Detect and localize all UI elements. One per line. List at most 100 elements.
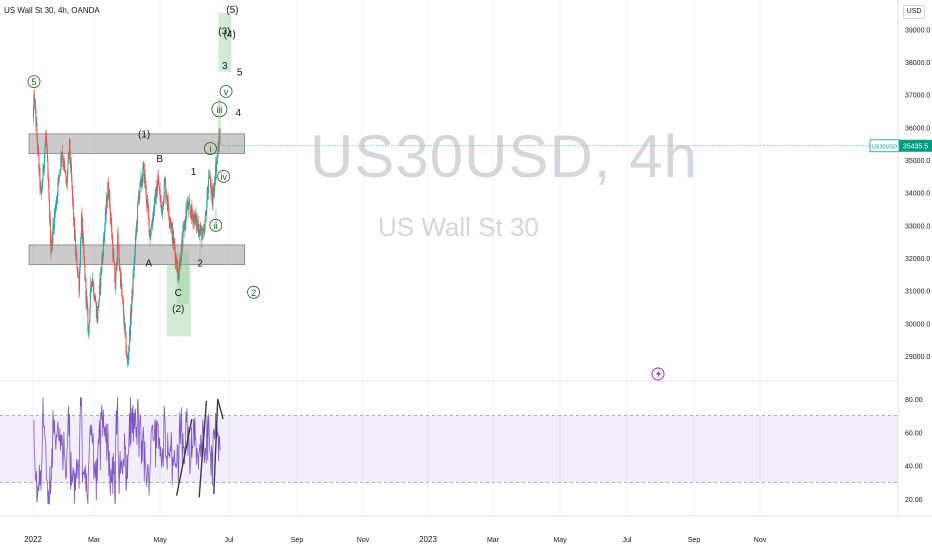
price-axis[interactable]: 29000.0 30000.0 31000.0 32000.0 33000.0 34000… — [897, 0, 932, 550]
candle-body — [80, 214, 82, 239]
candle-body — [79, 264, 81, 272]
candle-body — [176, 264, 178, 272]
candle-body — [52, 225, 54, 243]
green-zone — [218, 12, 232, 72]
candle-body — [197, 223, 199, 234]
candle-body — [39, 186, 41, 189]
candle-body — [160, 201, 162, 206]
price-tick: 39000.0 — [905, 27, 930, 34]
wave-label: iii — [211, 101, 228, 118]
candle-body — [71, 185, 73, 199]
candle-body — [128, 354, 130, 360]
time-tick: Jul — [623, 537, 632, 544]
candle-body — [213, 186, 215, 196]
currency-button[interactable]: USD — [903, 5, 925, 19]
candle-body — [144, 175, 146, 188]
candle-body — [143, 163, 145, 182]
rsi-trendline — [213, 398, 219, 495]
time-axis[interactable]: 2022 Mar May Jul Sep Nov 2023 Mar May Jul Sep Nov — [0, 515, 932, 544]
rsi-axis[interactable]: 20.00 40.00 60.00 80.00 — [905, 397, 923, 504]
candle-body — [217, 153, 219, 157]
candle-body — [204, 214, 206, 224]
candle-body — [49, 219, 51, 244]
candle-body — [212, 195, 214, 206]
candle-body — [202, 229, 204, 235]
candle-body — [49, 218, 51, 220]
rsi-line — [33, 397, 221, 505]
candle-body — [162, 202, 164, 214]
candle-body — [56, 196, 58, 203]
candle-body — [163, 199, 165, 206]
candle-body — [107, 183, 109, 199]
wave-label-circle — [211, 101, 228, 118]
candle-body — [136, 204, 138, 226]
candle-body — [71, 179, 73, 186]
candle-body — [186, 203, 188, 213]
candle-body — [170, 224, 172, 229]
price-tick: 32000.0 — [905, 256, 930, 263]
candle-body — [98, 299, 100, 308]
time-tick: Jul — [225, 537, 234, 544]
candle-body — [63, 160, 65, 167]
price-tick: 33000.0 — [905, 223, 930, 230]
wave-label-circle — [209, 218, 223, 232]
candle-body — [86, 295, 88, 304]
candle-body — [38, 155, 40, 172]
wave-label-circle — [27, 75, 41, 88]
candles-layer — [32, 88, 221, 368]
time-tick: 2022 — [24, 535, 42, 544]
candle-body — [189, 210, 191, 214]
candle-body — [93, 296, 95, 301]
candle-body — [105, 200, 107, 215]
time-tick: Sep — [688, 537, 701, 544]
candle-body — [168, 208, 170, 216]
wave-label: iv — [217, 169, 231, 183]
candle-body — [173, 239, 175, 244]
time-tick: May — [553, 537, 567, 544]
candle-body — [184, 220, 186, 230]
candle-body — [127, 359, 129, 364]
lightning-icon[interactable] — [651, 367, 665, 381]
candle-body — [219, 135, 221, 137]
candle-body — [76, 255, 78, 270]
candle-body — [168, 215, 170, 221]
candle-body — [115, 263, 117, 274]
wave-label-text: (3) — [218, 26, 230, 37]
candle-body — [177, 263, 179, 270]
candle-body — [157, 181, 159, 190]
candle-body — [183, 225, 185, 228]
candle-body — [151, 226, 153, 228]
wave-label: (2) — [172, 304, 184, 315]
candle-body — [185, 210, 187, 213]
candle-body — [132, 274, 134, 295]
rsi-pane — [0, 397, 898, 505]
wave-label: 4 — [236, 108, 242, 119]
candle-body — [69, 139, 71, 158]
candle-body — [122, 298, 124, 306]
wave-label: 1 — [191, 167, 197, 178]
candle-body — [180, 244, 182, 262]
candle-body — [170, 221, 172, 229]
candle-body — [103, 234, 105, 238]
candle-body — [194, 213, 196, 226]
candle-body — [55, 202, 57, 209]
candle-body — [169, 220, 171, 222]
candle-body — [200, 227, 202, 231]
candle-body — [72, 198, 74, 204]
candle-body — [147, 201, 149, 204]
candle-body — [75, 252, 77, 255]
candle-body — [135, 234, 137, 236]
price-tag-value-box — [899, 139, 932, 152]
candle-body — [178, 276, 180, 281]
candle-body — [74, 236, 76, 255]
candle-body — [106, 198, 108, 208]
candle-body — [216, 156, 218, 163]
candle-body — [121, 279, 123, 291]
candle-body — [48, 197, 50, 219]
candle-body — [165, 182, 167, 196]
candle-body — [140, 176, 142, 185]
candle-body — [208, 177, 210, 188]
wave-label-text: (2) — [172, 304, 184, 315]
candle-body — [80, 238, 82, 243]
